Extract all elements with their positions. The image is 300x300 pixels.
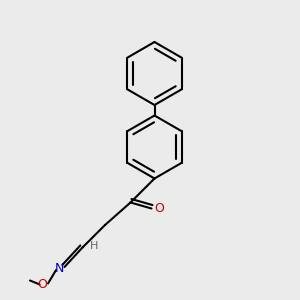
Text: O: O bbox=[154, 202, 164, 215]
Text: N: N bbox=[54, 262, 64, 275]
Text: H: H bbox=[90, 241, 99, 251]
Text: O: O bbox=[38, 278, 47, 292]
